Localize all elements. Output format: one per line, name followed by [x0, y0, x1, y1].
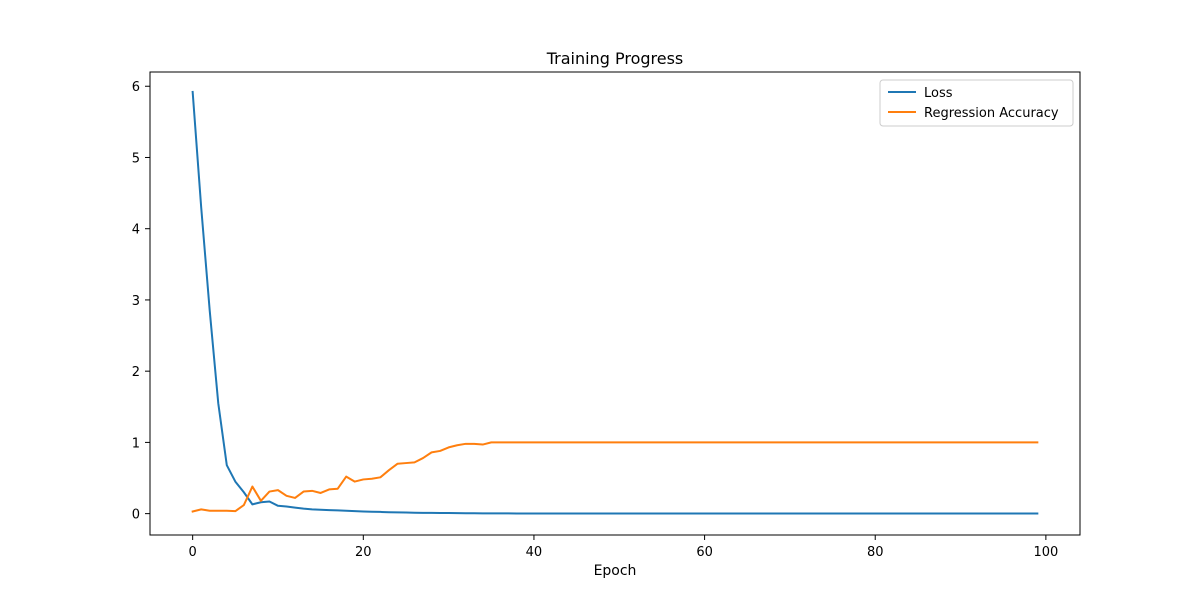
y-tick-label: 2 [132, 365, 140, 380]
legend-label-1: Regression Accuracy [924, 106, 1059, 121]
x-tick-label: 40 [526, 545, 543, 560]
x-tick-label: 80 [867, 545, 884, 560]
y-tick-label: 3 [132, 294, 140, 309]
series-line-1 [191, 441, 1039, 513]
y-tick-label: 1 [132, 436, 140, 451]
y-tick-label: 0 [132, 508, 140, 523]
axes-frame [149, 71, 1081, 536]
x-tick-label: 0 [189, 545, 197, 560]
x-tick-label: 20 [355, 545, 372, 560]
legend: Loss Regression Accuracy [879, 79, 1074, 127]
legend-label-0: Loss [924, 86, 953, 101]
series-line-0 [191, 90, 1039, 515]
x-tick-label: 100 [1033, 545, 1058, 560]
y-tick-label: 5 [132, 151, 140, 166]
plot-area: 0 20 40 60 80 100 0 1 2 3 4 5 6 [132, 71, 1081, 560]
y-tick-label: 4 [132, 223, 140, 238]
y-tick-label: 6 [132, 80, 140, 95]
chart-title: Training Progress [546, 49, 684, 68]
x-tick-label: 60 [696, 545, 713, 560]
x-axis-title: Epoch [594, 563, 637, 579]
legend-box [879, 79, 1074, 127]
